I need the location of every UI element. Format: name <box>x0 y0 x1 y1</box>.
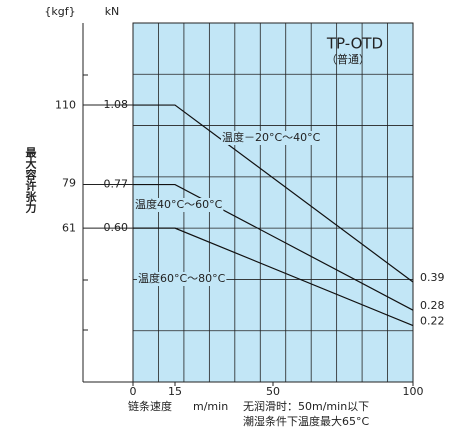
label-background <box>137 272 227 286</box>
annotation: 潮湿条件下温度最大65°C <box>243 414 369 428</box>
series-label: 温度60°C～80°C <box>138 271 226 285</box>
y2-unit: {kgf} <box>44 5 75 18</box>
x-axis-label: 链条速度 <box>128 399 172 413</box>
series-line <box>133 227 414 327</box>
y2-tick-label: 61 <box>62 222 76 235</box>
series-label: 温度－20°C～40°C <box>222 130 321 144</box>
x-tick-label: 15 <box>168 385 182 398</box>
y-axis-label: 最大容许张力 <box>24 147 38 214</box>
chart-title: TP-OTD <box>326 35 383 53</box>
label-background <box>221 131 322 145</box>
chart-subtitle: （普通） <box>326 52 370 66</box>
series-line <box>133 104 414 283</box>
end-value-label: 0.28 <box>420 299 445 312</box>
label-background <box>134 198 224 212</box>
series-line <box>133 183 414 311</box>
x-tick-label: 50 <box>266 385 280 398</box>
y2-tick-label: 110 <box>55 98 76 111</box>
y2-tick-label: 79 <box>62 176 76 189</box>
x-unit: m/min <box>193 400 228 413</box>
end-value-label: 0.22 <box>420 315 445 328</box>
y-unit: kN <box>105 5 120 18</box>
x-tick-label: 100 <box>403 385 424 398</box>
annotation: 无润滑时：50m/min以下 <box>243 399 369 413</box>
x-tick-label: 0 <box>130 385 137 398</box>
end-value-label: 0.39 <box>420 271 445 284</box>
series-label: 温度40°C～60°C <box>135 197 223 211</box>
